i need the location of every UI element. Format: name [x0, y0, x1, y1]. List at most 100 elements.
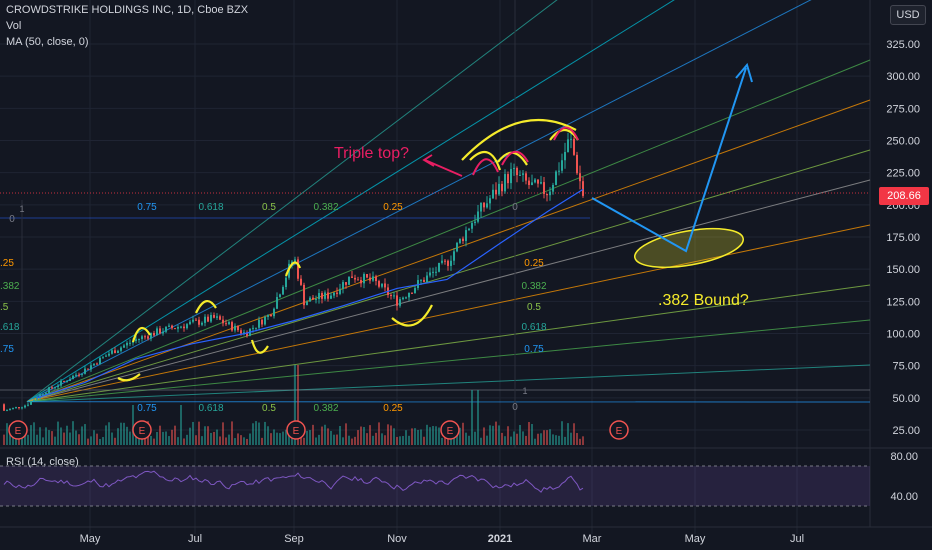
volume-bar [282, 431, 284, 445]
candle-body [153, 332, 155, 336]
candle-body [18, 407, 20, 409]
volume-bar [117, 428, 119, 445]
volume-bar [426, 424, 428, 445]
time-axis: May Jul Sep Nov 2021 Mar May Jul [80, 533, 804, 545]
vol-indicator-label[interactable]: Vol [6, 20, 22, 32]
volume-bar [375, 432, 377, 445]
symbol-title[interactable]: CROWDSTRIKE HOLDINGS INC, 1D, Cboe BZX [6, 4, 249, 16]
fib-level-right-label: 0.75 [524, 344, 544, 355]
volume-bar [207, 426, 209, 445]
volume-bar [81, 426, 83, 445]
volume-bar [99, 438, 101, 445]
fib-level-bottom-label: 0.618 [198, 403, 223, 414]
candle-body [318, 293, 320, 300]
ma-line [36, 188, 584, 399]
volume-bar [576, 433, 578, 445]
volume-bar [219, 436, 221, 445]
volume-bar [573, 423, 575, 445]
fib-level-bottom-label: 0.25 [383, 403, 403, 414]
candle-body [246, 332, 248, 336]
fib-level-left-label: .75 [0, 344, 14, 355]
volume-bar [303, 437, 305, 445]
candle-body [573, 138, 575, 155]
rsi-line [3, 470, 584, 493]
volume-bar [132, 405, 134, 445]
pink-arrow-head [422, 154, 435, 167]
volume-bar [60, 427, 62, 445]
yellow-pattern-arc [461, 118, 577, 161]
candle-body [519, 174, 521, 176]
rsi-indicator-label[interactable]: RSI (14, close) [6, 456, 79, 468]
candle-body [513, 167, 515, 170]
volume-bar [174, 425, 176, 445]
volume-bar [198, 421, 200, 445]
candle-body [516, 167, 518, 176]
candle-body [447, 260, 449, 266]
fib-fan-line [26, 364, 871, 403]
earnings-marker [609, 420, 629, 440]
volume-bar [72, 421, 74, 445]
volume-bar [408, 435, 410, 445]
volume-bar [324, 424, 326, 445]
volume-bar [96, 433, 98, 445]
fib-level-bottom-label: 0.382 [313, 403, 338, 414]
yellow-pattern-arc [284, 261, 302, 277]
pink-top-arc [553, 126, 579, 141]
fib-level-right-label: 0.5 [527, 302, 541, 313]
volume-bar [516, 433, 518, 445]
candle-body [396, 295, 398, 306]
volume-bar [231, 421, 233, 445]
candle-body [183, 326, 185, 329]
candle-body [474, 221, 476, 224]
candle-body [12, 407, 14, 409]
fib-fan-line [26, 59, 871, 403]
candle-body [123, 345, 125, 348]
candle-body [405, 297, 407, 299]
volume-bar [306, 430, 308, 445]
candle-body [429, 272, 431, 276]
candle-body [303, 284, 305, 306]
candle-body [60, 380, 62, 386]
volume-bar [372, 435, 374, 445]
volume-bar [474, 431, 476, 445]
ma-indicator-label[interactable]: MA (50, close, 0) [6, 36, 89, 48]
candle-body [3, 404, 5, 411]
candle-body [99, 357, 101, 365]
candle-body [561, 160, 563, 171]
volume-bar [582, 436, 584, 445]
volume-bar [258, 422, 260, 445]
volume-bar [513, 431, 515, 445]
candle-body [162, 331, 164, 334]
earnings-marker-label: E [447, 426, 454, 437]
price-tick-label: 250.00 [886, 136, 920, 148]
volume-bar [330, 430, 332, 445]
volume-bar [471, 390, 473, 445]
candle-body [240, 330, 242, 334]
volume-bar [294, 365, 296, 445]
time-tick-label: Jul [790, 533, 804, 545]
candle-body [471, 223, 473, 229]
volume-bar [171, 429, 173, 445]
candle-body [27, 404, 29, 406]
currency-button[interactable]: USD [890, 5, 926, 25]
volume-bar [114, 437, 116, 445]
volume-bar [297, 365, 299, 445]
candle-body [348, 276, 350, 285]
volume-bar [168, 436, 170, 445]
volume-bar [36, 434, 38, 445]
volume-bar [27, 434, 29, 445]
candle-body [228, 322, 230, 325]
price-tick-label: 75.00 [892, 361, 920, 373]
fib-level-left-label: .5 [0, 302, 9, 313]
volume-bar [357, 430, 359, 445]
blue-arrow-head [735, 62, 753, 83]
candle-body [342, 282, 344, 289]
candle-body [582, 181, 584, 196]
volume-bar [438, 427, 440, 445]
fib-level-bottom-label: 0.75 [137, 403, 157, 414]
volume-bar [150, 435, 152, 445]
time-tick-label: May [80, 533, 101, 545]
volume-bar [354, 436, 356, 445]
volume-bar [312, 424, 314, 445]
